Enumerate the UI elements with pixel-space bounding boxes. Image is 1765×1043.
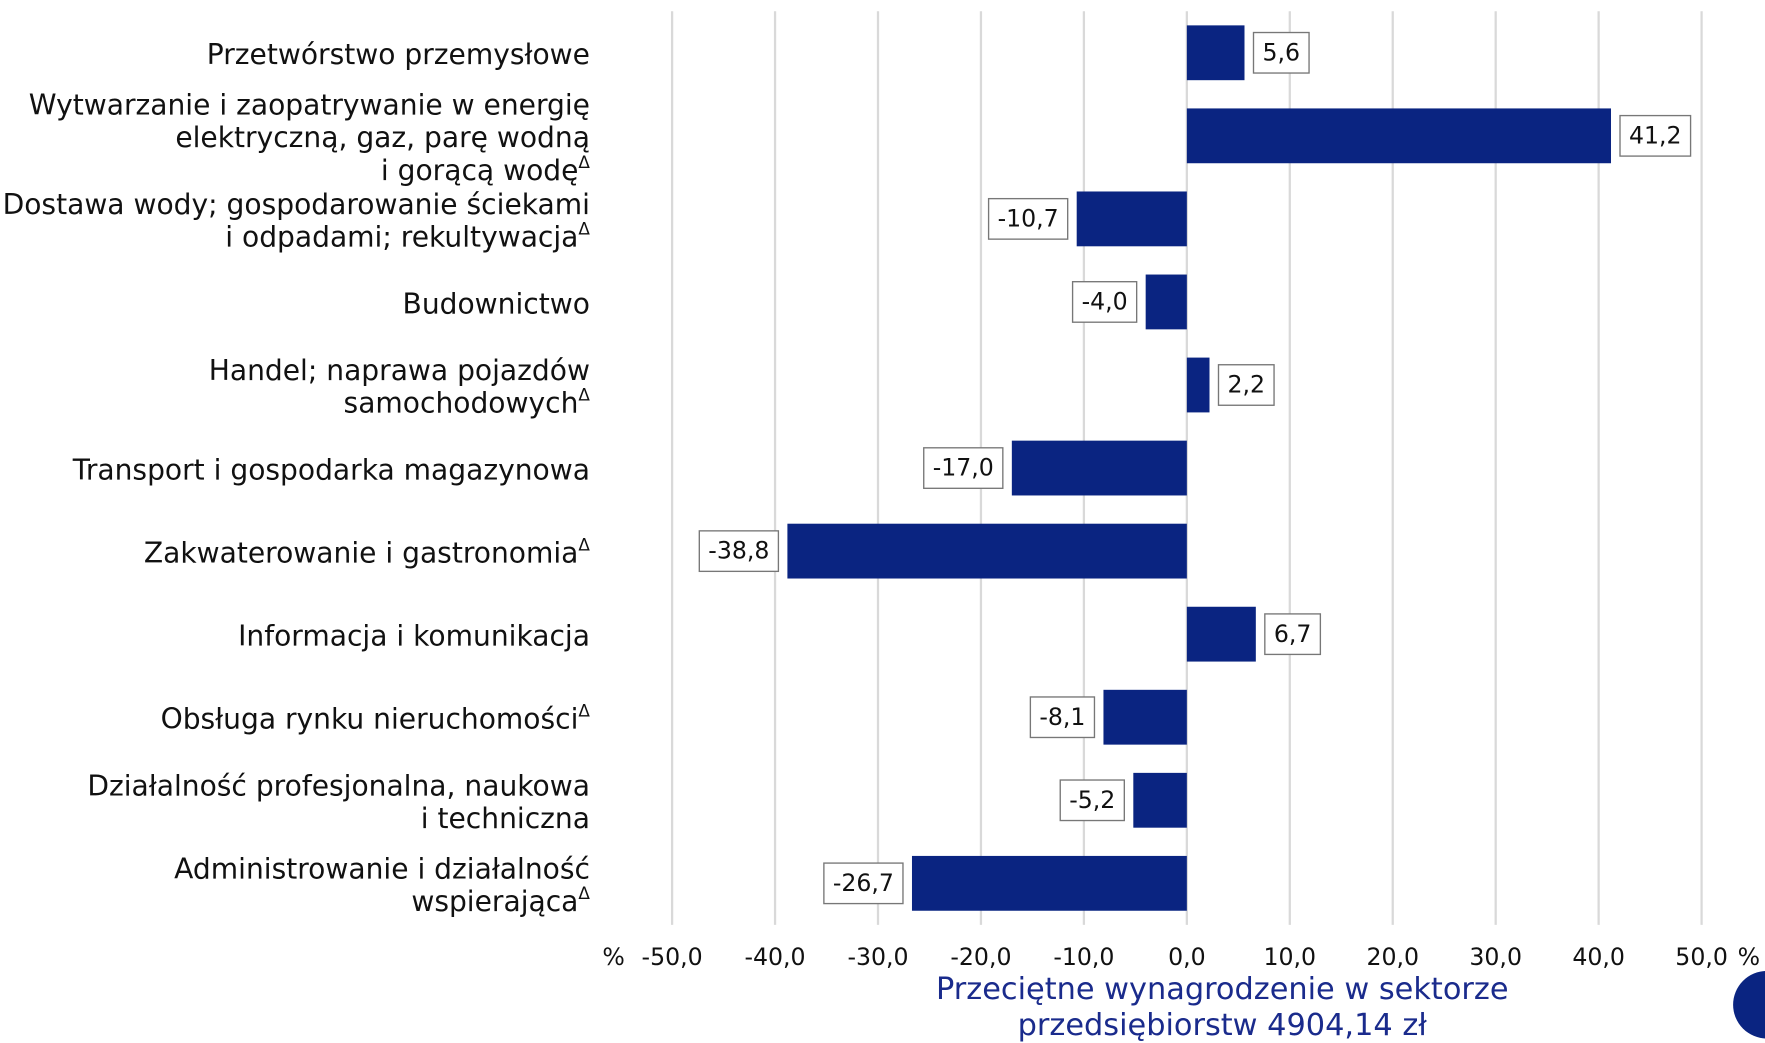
value-label-text: -26,7 xyxy=(833,869,894,897)
value-label-text: -17,0 xyxy=(933,454,994,482)
y-tick-label: Zakwaterowanie i gastronomiaΔ xyxy=(144,534,591,569)
x-tick-label: 40,0 xyxy=(1572,943,1625,971)
value-label: -8,1 xyxy=(1029,696,1096,739)
bar xyxy=(1103,689,1187,745)
y-tick-label: Dostawa wody; gospodarowanie ściekami i o… xyxy=(3,188,591,254)
x-tick-label: -30,0 xyxy=(847,943,908,971)
value-label-box xyxy=(1059,779,1125,822)
bar xyxy=(1186,108,1612,164)
bar xyxy=(1186,25,1245,81)
y-tick-label: Transport i gospodarka magazynowa xyxy=(72,453,590,486)
value-label-text: -8,1 xyxy=(1039,703,1085,731)
bar xyxy=(1145,274,1187,330)
bar xyxy=(1186,357,1210,413)
decoration xyxy=(1733,971,1765,1039)
bar xyxy=(1186,606,1256,662)
x-tick-label: 10,0 xyxy=(1264,943,1317,971)
y-tick-label: Informacja i komunikacja xyxy=(238,620,590,653)
value-label-text: 41,2 xyxy=(1629,121,1682,149)
y-tick-label: Handel; naprawa pojazdów samochodowychΔ xyxy=(209,354,591,420)
value-label: -26,7 xyxy=(823,862,904,905)
value-label-box xyxy=(923,447,1004,489)
bar xyxy=(1011,440,1187,496)
value-label-text: -4,0 xyxy=(1082,288,1128,316)
y-tick-label: Działalność profesjonalna, naukowa i tech… xyxy=(87,769,590,835)
value-label: -4,0 xyxy=(1071,281,1138,323)
value-label-box xyxy=(823,862,904,905)
value-label: 6,7 xyxy=(1264,613,1322,656)
x-tick-label: 20,0 xyxy=(1366,943,1419,971)
y-tick-label: Administrowanie i działalność wspierająca… xyxy=(174,852,590,918)
value-label-text: -10,7 xyxy=(998,205,1059,233)
x-unit-right: % xyxy=(1738,943,1760,971)
x-tick-label: -40,0 xyxy=(745,943,806,971)
axis-title: Przeciętne wynagrodzenie w sektorze przed… xyxy=(936,972,1508,1043)
value-label-box xyxy=(1252,31,1310,74)
bar xyxy=(1076,191,1187,247)
x-tick-label: -10,0 xyxy=(1053,943,1114,971)
value-label: 5,6 xyxy=(1252,31,1310,74)
bar xyxy=(1133,772,1187,828)
x-tick-label: 0,0 xyxy=(1168,943,1206,971)
value-label: -5,2 xyxy=(1059,779,1125,822)
value-label: -38,8 xyxy=(698,530,780,573)
x-tick-label: -50,0 xyxy=(642,943,703,971)
value-label-box xyxy=(698,530,780,573)
value-label-box xyxy=(1071,281,1138,323)
value-label-text: 6,7 xyxy=(1274,620,1312,648)
value-label-box xyxy=(987,197,1069,240)
value-label-box xyxy=(1264,613,1322,656)
bar xyxy=(911,855,1187,911)
value-label-text: -5,2 xyxy=(1069,786,1115,814)
y-tick-label: Wytwarzanie i zaopatrywanie w energię ele… xyxy=(29,89,591,187)
bar xyxy=(787,523,1187,579)
x-tick-label: -20,0 xyxy=(950,943,1011,971)
value-label-text: 5,6 xyxy=(1263,38,1301,66)
value-label: -17,0 xyxy=(923,447,1004,489)
value-label-box xyxy=(1619,114,1692,157)
value-label-box xyxy=(1217,364,1275,406)
value-label: 41,2 xyxy=(1619,114,1692,157)
value-label: 2,2 xyxy=(1217,364,1275,406)
x-tick-label: 30,0 xyxy=(1469,943,1522,971)
value-label-text: -38,8 xyxy=(708,537,769,565)
value-label-box xyxy=(1029,696,1096,739)
x-tick-label: 50,0 xyxy=(1675,943,1728,971)
value-label-text: 2,2 xyxy=(1228,371,1266,399)
y-tick-label: Przetwórstwo przemysłowe xyxy=(207,38,590,71)
y-tick-label: Budownictwo xyxy=(403,287,590,320)
y-tick-label: Obsługa rynku nieruchomościΔ xyxy=(161,701,591,736)
x-unit-left: % xyxy=(602,943,624,971)
value-label: -10,7 xyxy=(987,197,1069,240)
